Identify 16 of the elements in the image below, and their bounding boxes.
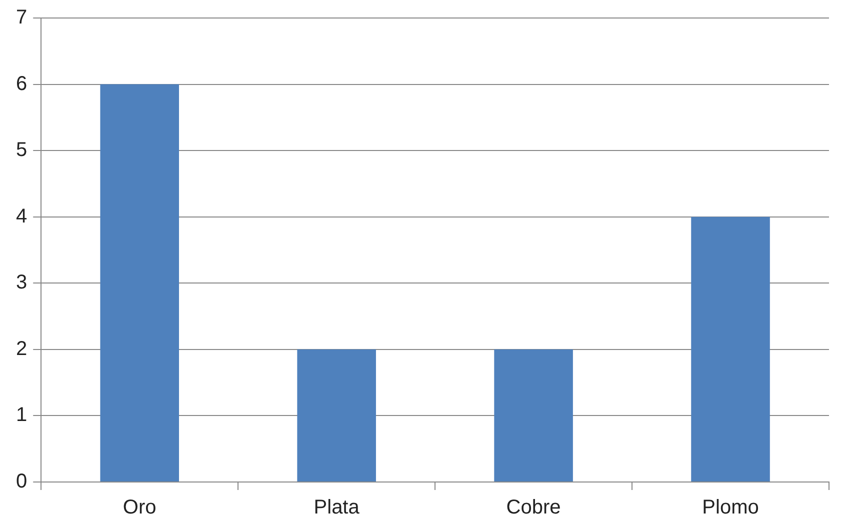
bar [691, 216, 770, 482]
y-tick-label: 2 [16, 338, 28, 360]
y-tick-label: 6 [16, 72, 28, 95]
y-tick-label: 0 [16, 470, 28, 493]
y-tick-label: 4 [16, 205, 28, 228]
y-tick-label: 7 [16, 6, 28, 29]
bar [100, 84, 179, 482]
x-tick-label: Oro [122, 496, 156, 519]
y-tick-label: 1 [16, 404, 28, 426]
x-tick-label: Cobre [506, 496, 561, 519]
x-tick-label: Plata [314, 496, 360, 519]
x-tick-label: Plomo [702, 496, 759, 519]
y-tick-label: 3 [16, 272, 28, 294]
bar [297, 349, 376, 482]
y-tick-label: 5 [16, 139, 28, 162]
bar [494, 349, 573, 482]
